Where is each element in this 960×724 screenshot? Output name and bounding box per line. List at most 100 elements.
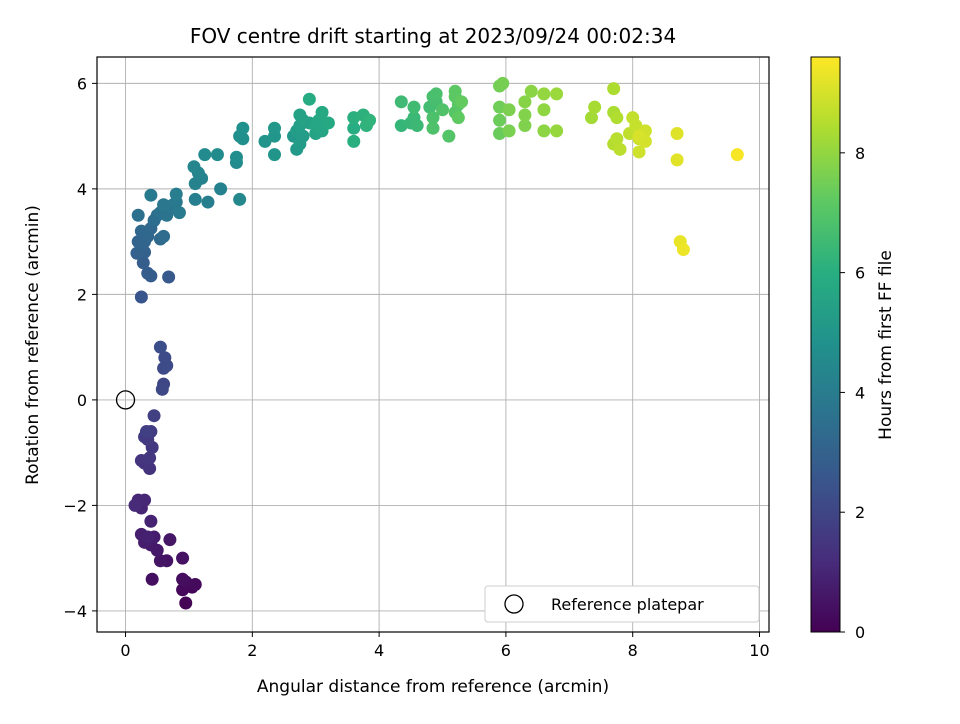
scatter-point bbox=[233, 192, 247, 206]
y-tick-label: 6 bbox=[77, 74, 87, 93]
scatter-point bbox=[315, 105, 329, 119]
scatter-point bbox=[407, 100, 421, 114]
y-tick-label: −2 bbox=[63, 496, 87, 515]
scatter-point bbox=[144, 188, 158, 202]
scatter-point bbox=[141, 530, 155, 544]
scatter-point bbox=[455, 95, 469, 109]
scatter-point bbox=[518, 108, 532, 122]
scatter-point bbox=[670, 126, 684, 140]
scatter-point bbox=[426, 121, 440, 135]
scatter-point bbox=[670, 153, 684, 167]
scatter-point bbox=[502, 124, 516, 138]
scatter-point bbox=[155, 382, 169, 396]
scatter-point bbox=[410, 119, 424, 133]
scatter-point bbox=[201, 195, 215, 209]
scatter-point bbox=[145, 572, 159, 586]
x-tick-label: 8 bbox=[628, 641, 638, 660]
scatter-point bbox=[144, 514, 158, 528]
scatter-point bbox=[448, 84, 462, 98]
scatter-point bbox=[163, 533, 177, 547]
legend-marker-icon bbox=[504, 594, 524, 614]
scatter-point bbox=[550, 87, 564, 101]
scatter-point bbox=[321, 116, 335, 130]
scatter-point bbox=[629, 119, 643, 133]
scatter-point bbox=[613, 142, 627, 156]
legend: Reference platepar bbox=[484, 585, 760, 623]
data-points bbox=[128, 76, 744, 610]
scatter-point bbox=[676, 243, 690, 257]
colorbar-gradient bbox=[810, 56, 841, 633]
scatter-point bbox=[607, 82, 621, 96]
colorbar: 0 2 4 6 8 Hours from first FF file bbox=[810, 56, 896, 642]
x-axis-label: Angular distance from reference (arcmin) bbox=[257, 677, 609, 697]
scatter-point bbox=[268, 148, 282, 162]
scatter-point bbox=[136, 256, 150, 270]
scatter-point bbox=[176, 572, 190, 586]
x-tick-label: 6 bbox=[501, 641, 511, 660]
scatter-point bbox=[179, 596, 193, 610]
scatter-point bbox=[229, 150, 243, 164]
scatter-point bbox=[143, 451, 157, 465]
colorbar-label: Hours from first FF file bbox=[876, 250, 896, 440]
x-tick-label: 4 bbox=[374, 641, 384, 660]
chart-title: FOV centre drift starting at 2023/09/24 … bbox=[190, 24, 676, 48]
scatter-point bbox=[496, 76, 510, 90]
scatter-point bbox=[524, 84, 538, 98]
scatter-point bbox=[302, 92, 316, 106]
scatter-point bbox=[730, 148, 744, 162]
scatter-point bbox=[610, 111, 624, 125]
y-tick-label: −4 bbox=[63, 602, 87, 621]
scatter-point bbox=[550, 124, 564, 138]
y-axis-label: Rotation from reference (arcmin) bbox=[23, 205, 43, 485]
scatter-point bbox=[426, 111, 440, 125]
scatter-point bbox=[632, 129, 646, 143]
scatter-point bbox=[188, 192, 202, 206]
plot-frame bbox=[96, 56, 770, 633]
scatter-point bbox=[236, 132, 250, 146]
scatter-point bbox=[268, 121, 282, 135]
scatter-point bbox=[394, 95, 408, 109]
scatter-point bbox=[236, 121, 250, 135]
scatter-point bbox=[632, 145, 646, 159]
scatter-point bbox=[134, 290, 148, 304]
scatter-point bbox=[518, 119, 532, 133]
scatter-point bbox=[537, 103, 551, 117]
y-tick-label: 2 bbox=[77, 285, 87, 304]
scatter-point bbox=[198, 148, 212, 162]
colorbar-tick-label: 8 bbox=[855, 144, 865, 163]
scatter-point bbox=[176, 551, 190, 565]
scatter-point bbox=[588, 100, 602, 114]
scatter-point bbox=[131, 208, 145, 222]
colorbar-tick-label: 6 bbox=[855, 264, 865, 283]
scatter-point bbox=[537, 124, 551, 138]
colorbar-tick-label: 4 bbox=[855, 383, 865, 402]
scatter-point bbox=[436, 103, 450, 117]
scatter-point bbox=[537, 87, 551, 101]
colorbar-tick-label: 0 bbox=[855, 623, 865, 642]
scatter-point bbox=[169, 187, 183, 201]
scatter-point bbox=[493, 113, 507, 127]
legend-label: Reference platepar bbox=[551, 595, 704, 614]
scatter-point bbox=[347, 121, 361, 135]
scatter-point bbox=[451, 111, 465, 125]
scatter-point bbox=[347, 134, 361, 148]
grid-lines bbox=[97, 57, 769, 632]
scatter-point bbox=[584, 111, 598, 125]
scatter-point bbox=[429, 87, 443, 101]
scatter-point bbox=[363, 113, 377, 127]
y-tick-label: 0 bbox=[77, 391, 87, 410]
x-tick-label: 0 bbox=[120, 641, 130, 660]
x-tick-label: 2 bbox=[247, 641, 257, 660]
scatter-point bbox=[210, 148, 224, 162]
colorbar-ticks: 0 2 4 6 8 bbox=[840, 144, 865, 642]
scatter-point bbox=[258, 134, 272, 148]
legend-box bbox=[484, 585, 760, 623]
scatter-point bbox=[187, 160, 201, 174]
scatter-point bbox=[442, 129, 456, 143]
scatter-point bbox=[141, 266, 155, 280]
scatter-point bbox=[153, 340, 167, 354]
scatter-point bbox=[153, 554, 167, 568]
axis-ticks: 0 2 4 6 8 10 −4 −2 0 2 4 6 bbox=[63, 74, 769, 660]
y-tick-label: 4 bbox=[77, 180, 87, 199]
